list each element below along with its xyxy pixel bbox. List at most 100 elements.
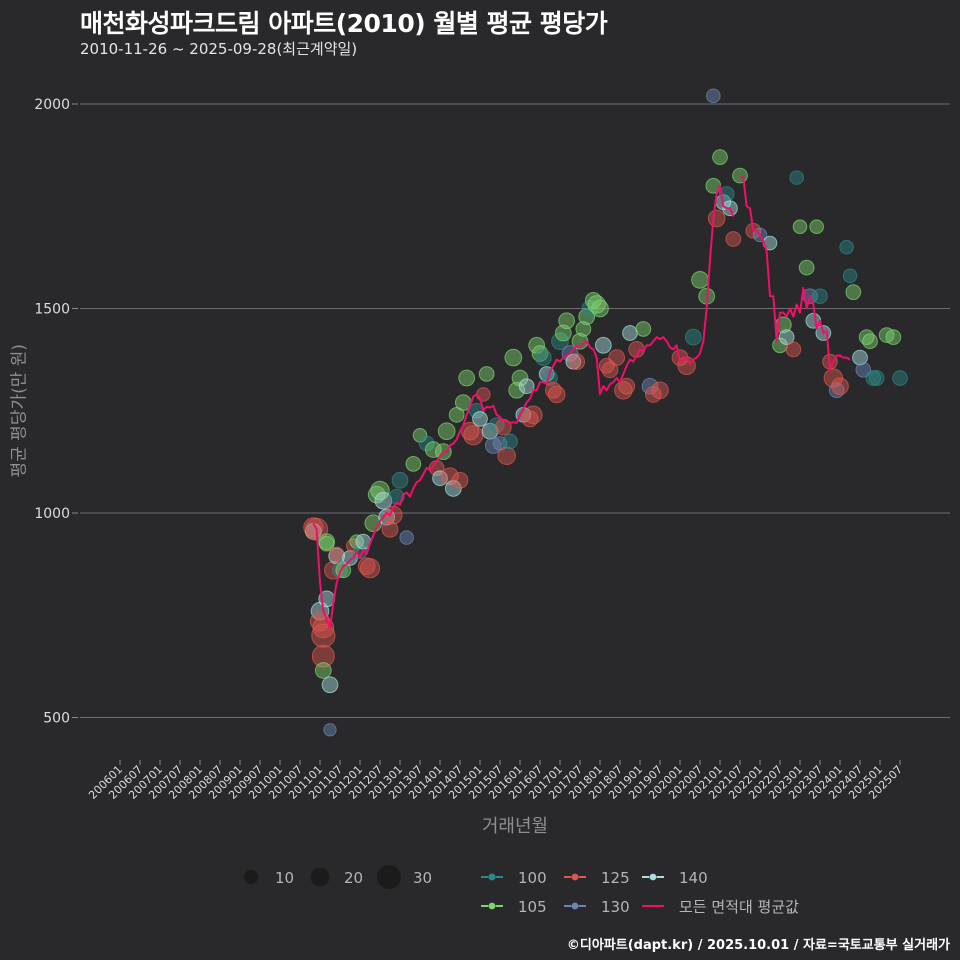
transaction-point [412,427,428,443]
legend-label: 140 [679,869,708,887]
transaction-point [458,369,476,387]
transaction-point [594,336,612,354]
transaction-point [502,433,518,450]
transaction-point [568,353,586,371]
transaction-point [651,381,669,400]
transaction-point [318,535,335,552]
legend-label: 125 [601,869,630,887]
transaction-point [321,676,339,694]
transaction-point [504,348,523,367]
transaction-point [460,421,480,441]
size-legend-circle [377,865,401,889]
transaction-point [812,288,828,305]
transaction-point [798,259,815,276]
x-axis-ticks: 2006012006072007012007072008012008072009… [86,760,905,802]
transaction-point [852,349,868,366]
transaction-point [792,219,808,234]
size-legend-label: 20 [344,869,363,887]
transaction-point [558,312,576,330]
transaction-point [707,209,726,228]
average-price-line [740,176,851,371]
transaction-point [618,377,636,395]
transaction-point [524,405,543,425]
y-tick-label: 500 [43,711,70,727]
transaction-point [518,378,535,395]
transaction-point [314,662,332,679]
transaction-point [865,370,882,386]
transaction-point [488,417,505,433]
size-legend-circle [244,870,258,884]
transaction-point [868,370,885,386]
legend-label: 105 [518,898,547,916]
transaction-point [842,268,858,284]
transaction-point [575,321,592,337]
size-legend-label: 10 [275,869,294,887]
size-legend-label: 30 [413,869,432,887]
transaction-point [399,530,414,545]
transaction-point [635,321,652,337]
transaction-point [608,349,626,366]
transaction-point [311,623,336,648]
transaction-point [472,411,488,427]
transaction-point [511,369,529,387]
transaction-point [494,418,512,436]
transaction-point [381,520,399,538]
transaction-point [323,723,337,737]
transaction-point [478,366,495,382]
transaction-point [789,170,804,185]
transaction-point [521,410,539,428]
transaction-point [684,328,702,346]
transaction-scatter [303,88,908,737]
average-price-line [312,184,735,629]
transaction-point [437,422,456,441]
gridlines [80,103,950,718]
transaction-point [329,546,344,562]
transaction-point [809,219,824,234]
average-line [312,176,851,629]
transaction-point [712,149,728,166]
transaction-point [418,435,435,452]
legend-label: 모든 면적대 평균값 [679,898,799,916]
transaction-point [641,377,659,395]
transaction-point [591,299,609,318]
transaction-point [476,387,491,402]
legend-label: 130 [601,898,630,916]
size-legend-circle [310,867,330,887]
transaction-point [622,325,638,341]
transaction-point [359,558,381,579]
transaction-point [785,341,802,358]
transaction-point [497,446,516,466]
transaction-point [311,644,335,668]
legend-label: 100 [518,869,547,887]
transaction-point [405,456,422,472]
transaction-point [885,329,902,345]
transaction-point [367,485,386,504]
transaction-point [706,88,721,104]
transaction-point [534,349,552,366]
transaction-point [578,308,596,326]
y-tick-label: 1000 [34,506,70,522]
transaction-point [424,441,442,458]
transaction-point [547,385,566,404]
y-axis-ticks: 500 1000 1500 2000 [34,97,78,727]
transaction-point [839,239,854,255]
transaction-point [725,231,742,247]
transaction-point [391,471,409,489]
chart-subtitle: 2010-11-26 ~ 2025-09-28(최근계약일) [80,40,358,58]
transaction-point [370,480,390,501]
transaction-point [691,271,709,289]
transaction-point [831,377,849,396]
transaction-point [463,425,484,446]
transaction-point [845,284,862,301]
transaction-point [778,329,795,345]
transaction-point [862,333,878,350]
y-tick-label: 1500 [34,302,70,318]
transaction-point [551,332,569,351]
source-footer: ©디아파트(dapt.kr) / 2025.10.01 / 자료=국토교통부 실… [566,938,950,953]
x-axis-label: 거래년월 [481,816,549,837]
transaction-point [732,167,748,184]
transaction-point [451,471,469,489]
legend: 10 20 30 100 105 125 130 140 모든 면적대 평균값 [244,865,799,916]
y-tick-label: 2000 [34,97,70,113]
